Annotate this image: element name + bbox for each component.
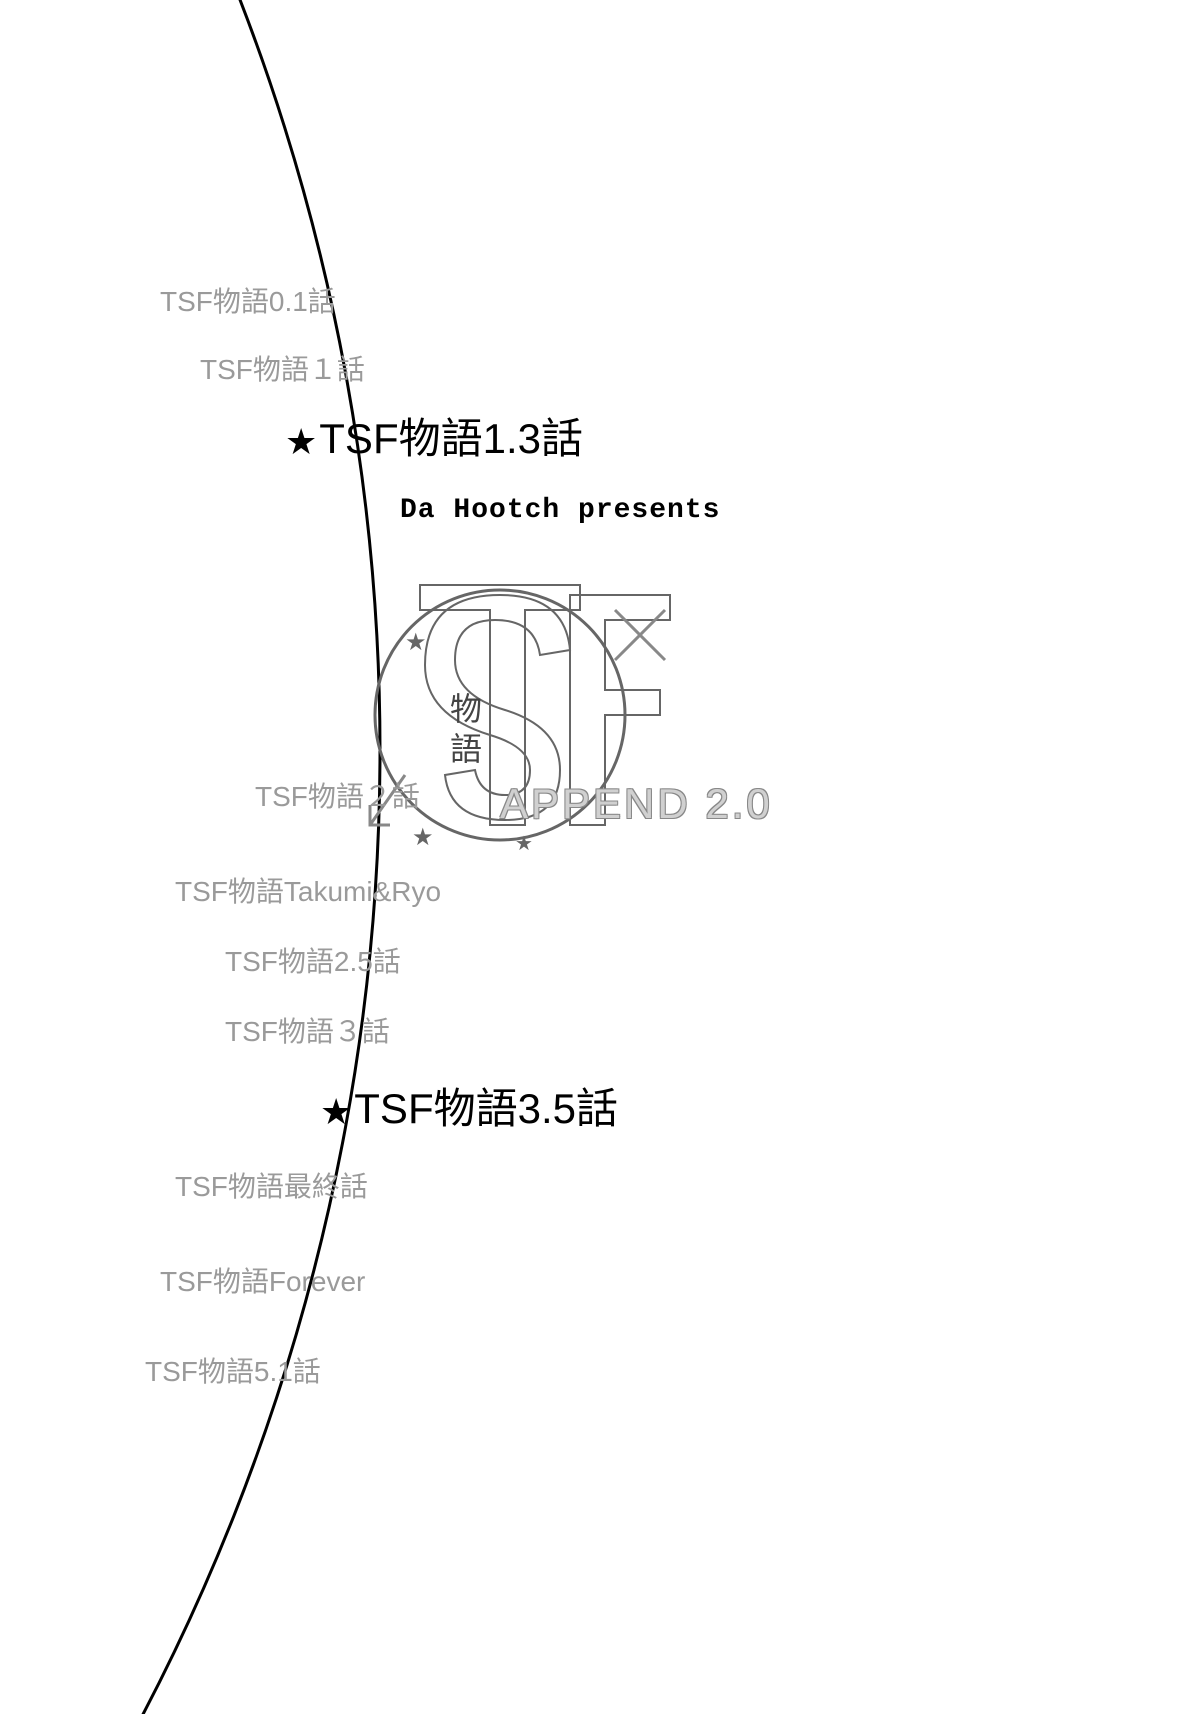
toc-text: TSF物語Forever [160,1266,365,1297]
toc-entry-9: TSF物語最終話 [175,1165,368,1205]
svg-text:物: 物 [450,691,482,727]
toc-text: TSF物語１話 [200,354,365,385]
star-icon: ★ [320,1091,352,1132]
svg-text:★: ★ [515,833,533,855]
toc-text: TSF物語0.1話 [160,286,336,317]
toc-text: TSF物語2.5話 [225,946,401,977]
toc-entry-11: TSF物語5.1話 [145,1350,321,1390]
svg-text:★: ★ [412,824,434,851]
toc-entry-4: TSF物語２話 [255,775,420,815]
toc-entry-8-starred: ★TSF物語3.5話 [320,1075,618,1136]
star-icon: ★ [285,421,317,462]
toc-entry-3-starred: ★TSF物語1.3話 [285,405,583,466]
presents-text: Da Hootch presents [400,495,720,526]
toc-entry-2: TSF物語１話 [200,348,365,388]
toc-text: TSF物語1.3話 [319,415,583,462]
toc-entry-1: TSF物語0.1話 [160,280,336,320]
svg-text:語: 語 [450,731,482,767]
toc-text: TSF物語Takumi&Ryo [175,876,441,907]
toc-text: TSF物語２話 [255,781,420,812]
svg-text:★: ★ [405,629,427,656]
append-text: APPEND 2.0 [500,780,773,827]
presents-label: Da Hootch presents [400,495,720,526]
toc-entry-7: TSF物語３話 [225,1010,390,1050]
toc-text: TSF物語最終話 [175,1171,368,1202]
toc-entry-10: TSF物語Forever [160,1260,365,1300]
toc-text: TSF物語３話 [225,1016,390,1047]
toc-entry-6: TSF物語2.5話 [225,940,401,980]
toc-text: TSF物語5.1話 [145,1356,321,1387]
append-label: APPEND 2.0 [500,780,773,828]
toc-text: TSF物語3.5話 [354,1085,618,1132]
toc-entry-5: TSF物語Takumi&Ryo [175,870,441,910]
